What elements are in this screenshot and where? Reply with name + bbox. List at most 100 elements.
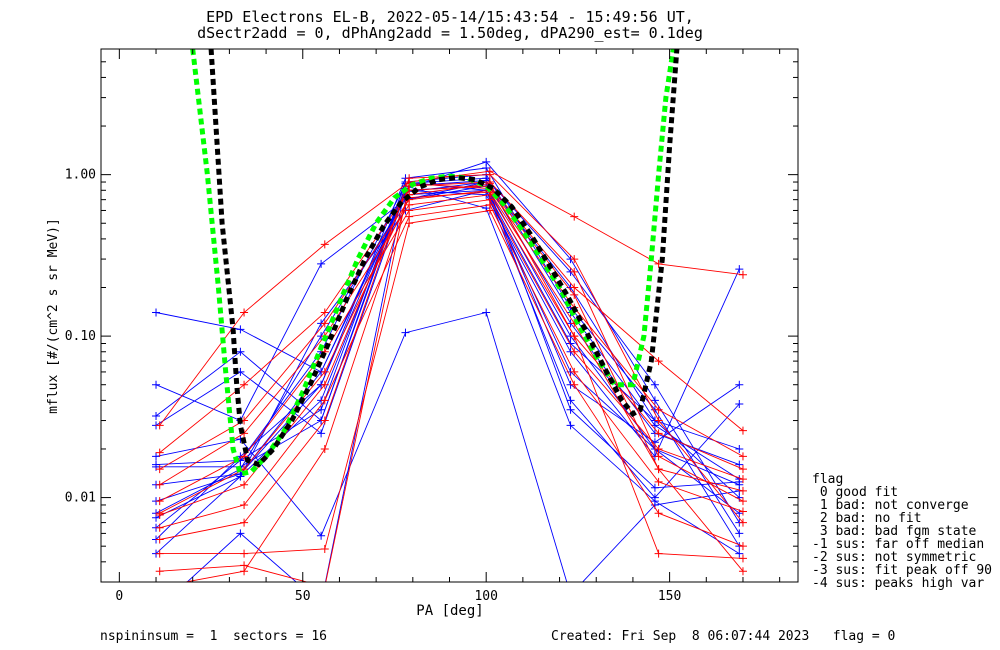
series-b-line-point [155,567,164,576]
legend-item: -1 sus: far off median [812,537,984,552]
series-b-line-point [240,567,249,576]
series-a-line-point [152,308,161,317]
series-b-line-point [155,465,164,474]
series-b-line-point [240,452,249,461]
series-b-line [159,185,744,453]
series-b-line-point [570,290,579,299]
series-a-line-point [317,405,326,414]
series-a-line [155,185,740,443]
series-a-line [155,181,740,489]
series-b-line [159,183,744,582]
series-a-line-point [236,529,245,538]
series-b-line-point [738,426,747,435]
series-b-line-point [570,347,579,356]
series-b-line-point [240,308,249,317]
series-b-line-point [405,219,414,228]
x-tick-label: 100 [474,589,497,604]
series-b-line-point [654,416,663,425]
series-b-line-point [156,583,164,591]
x-tick-label: 0 [115,589,123,604]
series-b-line-point [654,259,663,268]
series-b-line-point [240,500,249,509]
series-b-line-point [738,465,747,474]
series-a-line-point [236,325,245,334]
series-b-line-point [738,518,747,527]
series-a-line-point [735,380,744,389]
series-a-line-point [401,328,410,337]
series-b-line-point [321,583,329,591]
series-a-line-point [152,380,161,389]
series-b-line-point [240,549,249,558]
series-b-line-point [654,509,663,518]
series-a-line-point [236,472,245,481]
series-a-line-point [566,421,575,430]
series-b-line [183,183,744,582]
data-layer [152,49,747,614]
series-a-line-point [735,444,744,453]
series-b-line-point [240,518,249,527]
series-b-line-point [738,567,747,576]
series-a-line-point [735,399,744,408]
series-a-line-point [735,265,744,274]
series-b-line-point [155,480,164,489]
series-b-line-point [570,255,579,264]
series-b-line-point [320,240,329,249]
series-a-line-point [650,497,659,506]
series-b-line-point [738,542,747,551]
series-b-line [159,181,744,516]
footer-left: nspininsum = 1 sectors = 16 [100,629,327,644]
series-b-line-point [320,380,329,389]
series-b-line-point [738,270,747,279]
fit-line-green [190,49,676,477]
series-a-line-point [566,405,575,414]
series-b-line-point [155,497,164,506]
series-a-line-point [152,606,160,614]
series-a-line [186,185,740,582]
x-tick-label: 50 [295,589,311,604]
y-axis-label: mflux [#/(cm^2 s sr MeV)] [46,218,61,414]
footer-right: Created: Fri Sep 8 06:07:44 2023 flag = … [551,629,895,644]
series-b-line-point [570,283,579,292]
series-a-line-point [152,412,161,421]
series-b-line-point [155,448,164,457]
series-b-line-point [485,206,494,215]
series-b-line [159,199,744,502]
series-b-line [159,194,744,486]
series-b-line-point [155,549,164,558]
legend-item: 3 bad: bad fgm state [812,524,977,539]
series-b-line-point [654,477,663,486]
series-b-line-point [155,510,164,519]
series-b-line-point [320,444,329,453]
series-a-line-point [735,529,744,538]
plot-frame [100,48,799,583]
series-b-line-point [738,497,747,506]
legend-item: 0 good fit [812,485,898,500]
series-b-line-point [320,416,329,425]
legend: flag 0 good fit 1 bad: not converge 2 ba… [812,472,992,591]
y-tick-label: 0.10 [65,329,96,344]
series-b-line-point [320,396,329,405]
series-b-line-point [654,549,663,558]
series-b-line [159,191,744,514]
series-a-line-point [650,483,659,492]
series-a-line-point [317,429,326,438]
series-a-line [156,180,740,468]
chart-title-line1: EPD Electrons EL-B, 2022-05-14/15:43:54 … [206,8,694,26]
series-a-line-point [567,591,575,599]
legend-item: -4 sus: peaks high var [812,576,984,591]
legend-item: -2 sus: not symmetric [812,550,976,565]
series-a-line-point [317,259,326,268]
series-b-line-point [654,444,663,453]
series-a-line-point [482,308,491,317]
series-a-line [155,311,740,582]
y-tick-label: 0.01 [65,491,96,506]
series-b-line-point [738,475,747,484]
series-b-line-point [738,507,747,516]
series-b-line-point [654,429,663,438]
series-b-line-point [155,523,164,532]
series-b-line-point [320,319,329,328]
series-a-line-point [152,460,161,469]
series-b-line-point [654,465,663,474]
series-b-line-point [570,212,579,221]
